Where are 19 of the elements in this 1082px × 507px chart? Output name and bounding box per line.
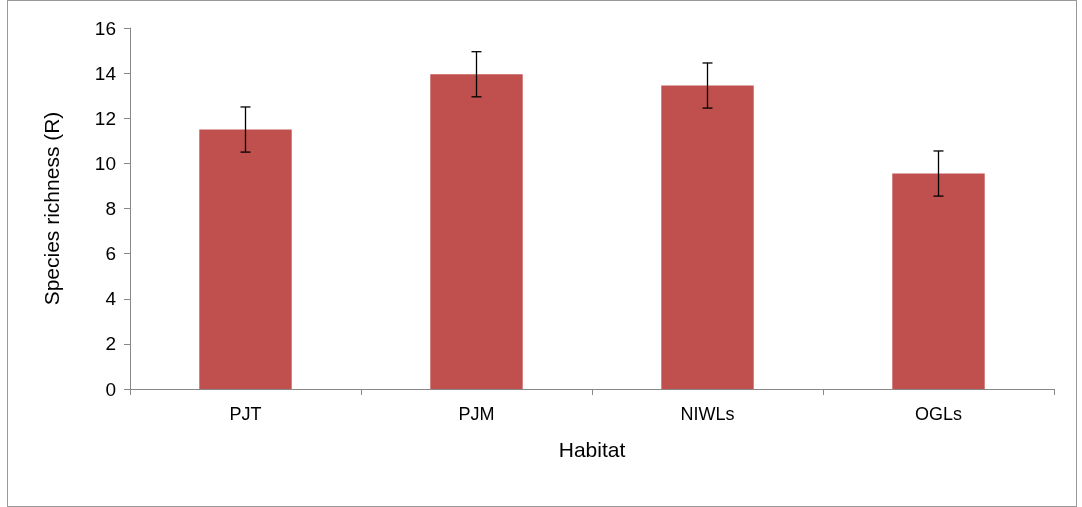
y-tick-label: 10 bbox=[94, 152, 116, 174]
x-tick-label: PJM bbox=[458, 404, 495, 424]
bar bbox=[430, 74, 523, 389]
y-tick-label: 4 bbox=[105, 288, 117, 310]
y-tick-label: 2 bbox=[105, 333, 116, 355]
bar bbox=[661, 85, 754, 389]
x-tick-label: OGLs bbox=[914, 404, 963, 424]
x-axis-title: Habitat bbox=[558, 438, 626, 461]
y-axis-title: Species richness (R) bbox=[40, 111, 63, 306]
y-tick-label: 16 bbox=[94, 17, 116, 39]
bar bbox=[892, 173, 985, 389]
x-tick-label: PJT bbox=[229, 404, 262, 424]
y-tick-label: 12 bbox=[94, 107, 116, 129]
y-tick-label: 6 bbox=[105, 243, 116, 265]
bar bbox=[199, 129, 292, 389]
y-tick-label: 8 bbox=[105, 198, 116, 219]
y-tick-label: 14 bbox=[94, 62, 117, 84]
x-tick-label: NIWLs bbox=[680, 404, 735, 424]
y-tick-label: 0 bbox=[105, 378, 116, 400]
